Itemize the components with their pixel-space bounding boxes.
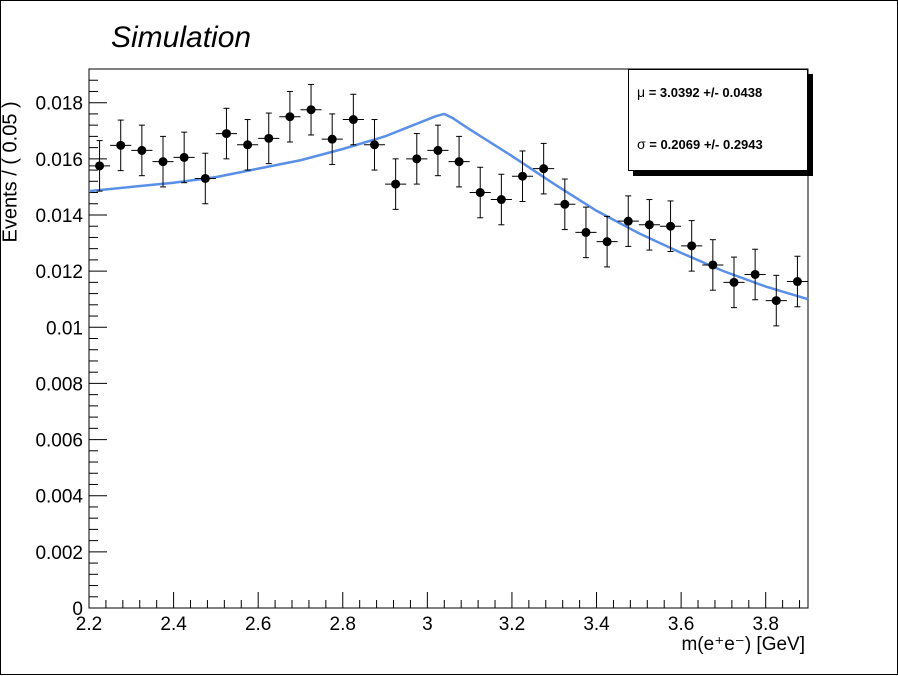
stat-mu-value: = 3.0392 +/- 0.0438 (645, 85, 763, 100)
data-point (750, 269, 760, 279)
data-point (560, 199, 570, 209)
x-tick-label: 3.4 (583, 614, 610, 635)
data-point (644, 220, 654, 230)
y-tick-label: 0.018 (35, 94, 83, 115)
data-point (475, 188, 485, 198)
x-tick-label: 3.2 (499, 614, 525, 635)
stat-sigma-symbol: σ (637, 136, 646, 152)
stat-sigma: σ = 0.2069 +/- 0.2943 (637, 136, 763, 152)
fit-curve (88, 112, 809, 301)
data-point (306, 105, 316, 115)
y-tick-label: 0.014 (35, 206, 83, 227)
data-point (708, 260, 718, 270)
y-tick-label: 0.008 (35, 374, 83, 395)
x-axis-label: m(e⁺e⁻) [GeV] (681, 634, 805, 655)
data-point (137, 145, 147, 155)
y-tick-label: 0.006 (35, 431, 83, 452)
data-point (179, 152, 189, 162)
stat-mu: μ = 3.0392 +/- 0.0438 (637, 84, 762, 100)
data-point (243, 140, 253, 150)
data-point (581, 227, 591, 237)
chart-title: Simulation (111, 21, 252, 54)
y-tick-label: 0.004 (35, 487, 83, 508)
y-tick-label: 0.002 (35, 543, 83, 564)
data-point (158, 157, 168, 167)
data-point (391, 179, 401, 189)
stat-sigma-value: = 0.2069 +/- 0.2943 (645, 137, 763, 152)
y-tick-label: 0.01 (46, 318, 83, 339)
data-point (433, 145, 443, 155)
data-point (666, 221, 676, 231)
data-point (687, 241, 697, 251)
data-point (623, 216, 633, 226)
data-point (792, 277, 802, 287)
data-point (116, 140, 126, 150)
data-point (602, 237, 612, 247)
data-point (454, 157, 464, 167)
x-tick-label: 2.6 (245, 614, 271, 635)
data-point (221, 129, 231, 139)
data-point (348, 115, 358, 125)
x-tick-label: 3.8 (752, 614, 778, 635)
data-point (496, 195, 506, 205)
data-point (771, 296, 781, 306)
x-tick-label: 3.6 (668, 614, 694, 635)
data-point (285, 112, 295, 122)
y-tick-label: 0.012 (35, 262, 83, 283)
x-tick-label: 3 (422, 614, 433, 635)
data-point (369, 140, 379, 150)
data-point (539, 164, 549, 174)
data-point (327, 134, 337, 144)
data-point (518, 171, 528, 181)
y-tick-label: 0 (72, 599, 83, 620)
stat-mu-symbol: μ (637, 84, 646, 100)
x-tick-label: 2.2 (76, 614, 102, 635)
x-tick-label: 2.8 (330, 614, 356, 635)
data-point (412, 154, 422, 164)
y-tick-label: 0.016 (35, 150, 83, 171)
data-point (95, 161, 105, 171)
data-point (264, 133, 274, 143)
fit-stats-box: μ = 3.0392 +/- 0.0438 σ = 0.2069 +/- 0.2… (628, 69, 808, 171)
data-point (729, 277, 739, 287)
x-tick-label: 2.4 (160, 614, 187, 635)
data-point (200, 173, 210, 183)
